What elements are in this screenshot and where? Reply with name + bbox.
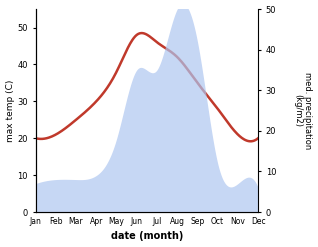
Y-axis label: med. precipitation
(kg/m2): med. precipitation (kg/m2)	[293, 72, 313, 149]
X-axis label: date (month): date (month)	[111, 231, 183, 242]
Y-axis label: max temp (C): max temp (C)	[5, 79, 15, 142]
